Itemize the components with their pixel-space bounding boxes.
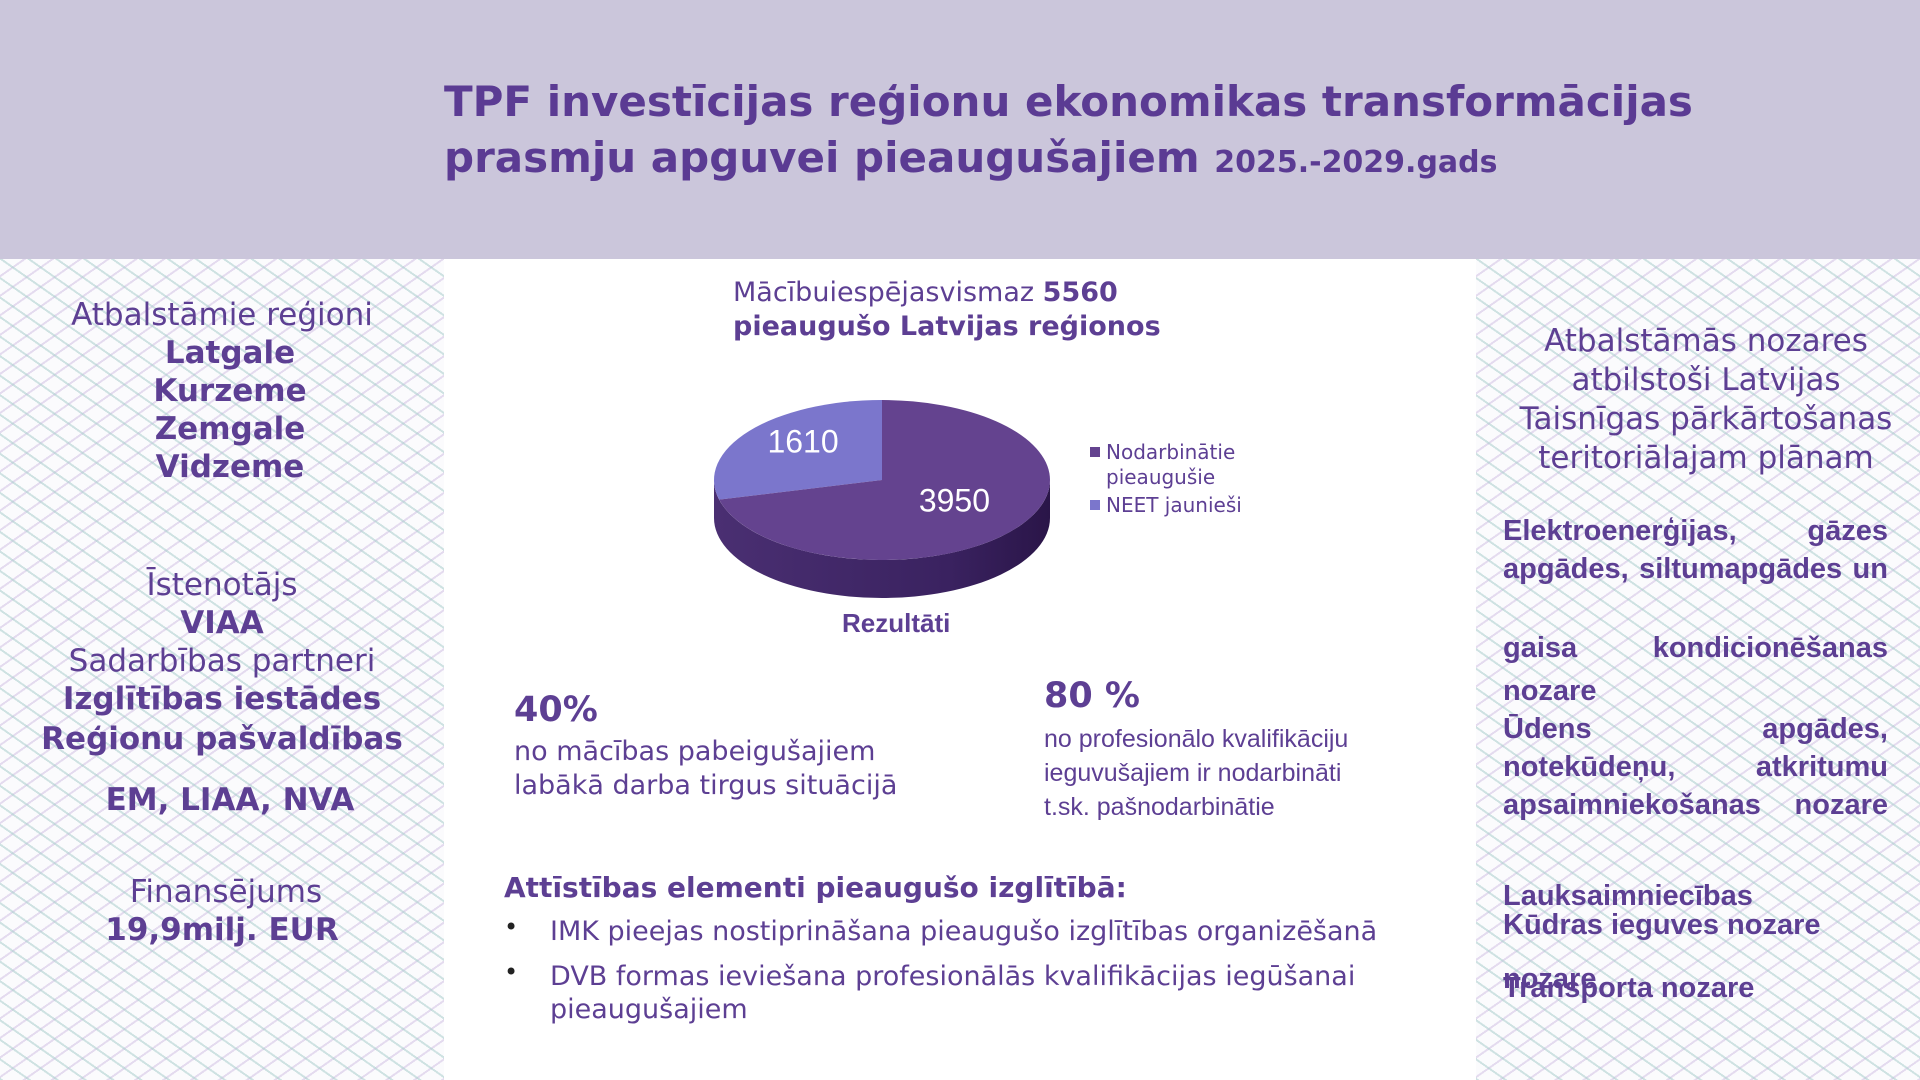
- legend-label-neet: NEET jaunieši: [1106, 493, 1242, 517]
- chart-title-line-2: pieaugušo Latvijas reģionos: [733, 311, 1161, 342]
- pie-chart: 1610 3950: [714, 400, 1050, 598]
- right-panel: [1476, 259, 1920, 1080]
- title-year: 2025.-2029.gads: [1214, 145, 1498, 180]
- sector-agriculture: Lauksaimniecības: [1503, 880, 1753, 912]
- legend-item-neet: NEET jaunieši: [1090, 493, 1246, 518]
- page-title: TPF investīcijas reģionu ekonomikas tran…: [444, 74, 1894, 191]
- chart-legend: Nodarbinātie pieaugušie NEET jaunieši: [1090, 440, 1246, 518]
- stat-1-value: 40%: [514, 690, 598, 730]
- stat-1-text: no mācības pabeigušajiem labākā darba ti…: [514, 735, 897, 803]
- list-item: IMK pieejas nostiprināšana pieaugušo izg…: [504, 911, 1424, 948]
- legend-swatch-neet: [1090, 500, 1100, 510]
- chart-title: Mācībuiespējasvismaz 5560 pieaugušo Latv…: [733, 276, 1161, 344]
- sector-energy: Elektroenerģijas, gāzes apgādes, siltuma…: [1503, 515, 1888, 585]
- sector-peat: Kūdras ieguves nozare: [1503, 909, 1821, 941]
- partner-municipalities: Reģionu pašvaldības: [41, 721, 403, 757]
- region-vidzeme: Vidzeme: [155, 449, 305, 485]
- funding-label: Finansējums: [129, 874, 323, 910]
- pie-label-neet: 1610: [767, 423, 838, 459]
- region-kurzeme: Kurzeme: [153, 373, 307, 409]
- sector-energy-cont: gaisa kondicionēšanas nozare: [1503, 632, 1888, 707]
- stat-2-line-3: t.sk. pašnodarbinātie: [1044, 793, 1275, 821]
- pie-label-employed: 3950: [919, 483, 990, 519]
- development-title: Attīstības elementi pieaugušo izglītībā:: [504, 871, 1127, 904]
- stat-2-line-1: no profesionālo kvalifikāciju: [1044, 725, 1349, 753]
- implementer: VIAA: [180, 605, 264, 641]
- funding-amount: 19,9milj. EUR: [105, 912, 339, 948]
- region-latgale: Latgale: [164, 335, 296, 371]
- legend-item-employed: Nodarbinātie pieaugušie: [1090, 440, 1246, 490]
- header-band: [0, 0, 1920, 259]
- region-zemgale: Zemgale: [154, 411, 306, 447]
- stat-2-value: 80 %: [1044, 676, 1140, 716]
- title-line-1: TPF investīcijas reģionu ekonomikas tran…: [444, 77, 1693, 126]
- sectors-title-line-1: Atbalstāmās nozares: [1544, 323, 1868, 359]
- stat-2-text: no profesionālo kvalifikāciju ieguvušaji…: [1044, 722, 1348, 824]
- agencies: EM, LIAA, NVA: [105, 782, 355, 818]
- legend-swatch-employed: [1090, 447, 1100, 457]
- development-list: IMK pieejas nostiprināšana pieaugušo izg…: [504, 911, 1424, 1038]
- left-panel: [0, 259, 444, 1080]
- sector-peat-tail: nozare: [1503, 963, 1597, 995]
- implementer-label: Īstenotājs: [146, 567, 298, 603]
- stat-2-line-2: ieguvušajiem ir nodarbināti: [1044, 759, 1342, 787]
- chart-title-line-1: Mācībuiespējasvismaz 5560: [733, 276, 1161, 310]
- pie-side-wall: [714, 480, 1050, 598]
- chart-title-prefix: Mācībuiespējasvismaz: [733, 277, 1035, 308]
- legend-label-employed: Nodarbinātie pieaugušie: [1106, 440, 1236, 489]
- sector-water: Ūdens apgādes, notekūdeņu, atkritumu aps…: [1503, 713, 1888, 821]
- sectors-title-line-2: atbilstoši Latvijas: [1571, 362, 1841, 398]
- regions-label: Atbalstāmie reģioni: [71, 297, 373, 333]
- pie-slice-neet: [714, 400, 882, 500]
- partner-schools: Izglītības iestādes: [62, 681, 382, 717]
- title-line-2: prasmju apguvei pieaugušajiem 2025.-2029…: [444, 130, 1894, 191]
- pie-slice-employed: [719, 400, 1050, 560]
- stat-1-line-2: labākā darba tirgus situācijā: [514, 770, 898, 801]
- title-line-2-text: prasmju apguvei pieaugušajiem: [444, 133, 1200, 182]
- results-label: Rezultāti: [842, 608, 951, 638]
- partners-label: Sadarbības partneri: [68, 643, 376, 679]
- stat-1-line-1: no mācības pabeigušajiem: [514, 736, 876, 767]
- chart-title-number: 5560: [1042, 277, 1118, 308]
- sector-transport: Transporta nozare: [1503, 972, 1755, 1004]
- sectors-title-line-3: Taisnīgas pārkārtošanas: [1519, 401, 1893, 437]
- sectors-title-line-4: teritoriālajam plānam: [1538, 440, 1874, 476]
- list-item: DVB formas ieviešana profesionālās kvali…: [504, 956, 1424, 1026]
